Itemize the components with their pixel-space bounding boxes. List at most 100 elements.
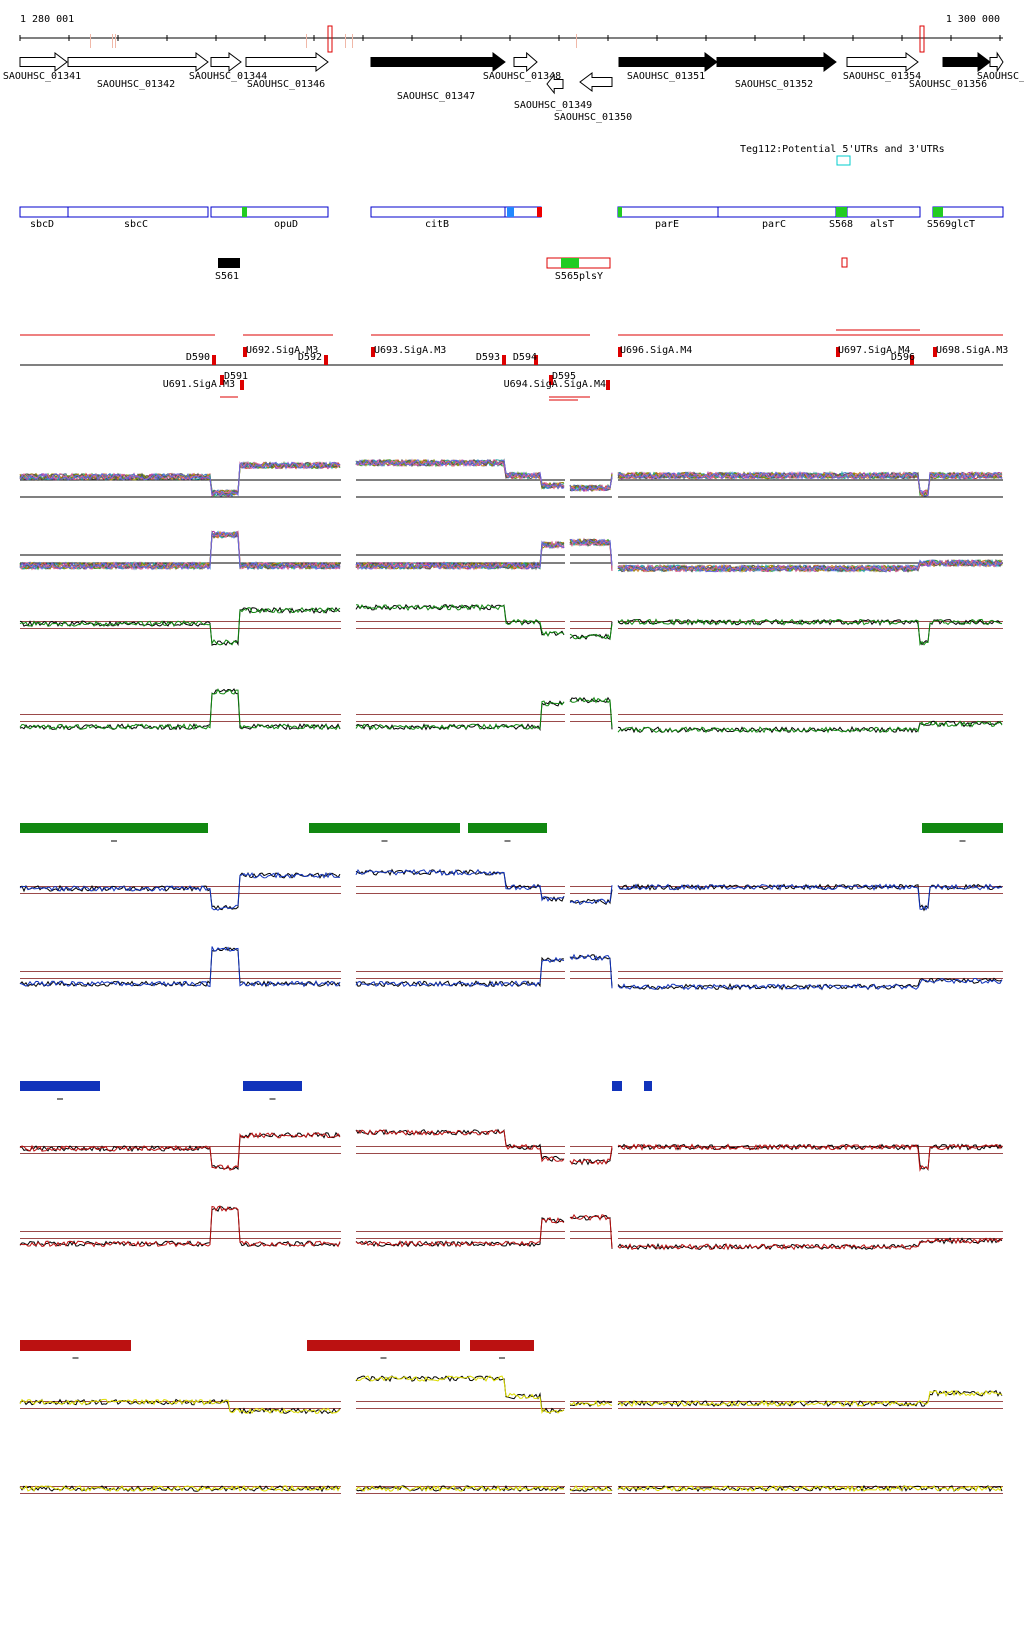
operon-label: S568: [829, 219, 853, 230]
expression-trace-black: [355, 700, 565, 732]
ruler-pale-mark: [115, 34, 116, 48]
red-segment-bar: [20, 1340, 131, 1351]
gene-label: SAOUHSC_013: [977, 71, 1024, 82]
expression-trace-color: [569, 953, 613, 989]
operon-marker: [836, 207, 847, 217]
gene-arrow: [579, 72, 613, 92]
tss-flag: [910, 355, 914, 365]
gene-label: SAOUHSC_01341: [3, 71, 81, 82]
expression-trace-black: [19, 606, 341, 646]
expression-trace-black: [19, 872, 341, 911]
ruler-start-label: 1 280 001: [20, 14, 74, 25]
tss-flag: [243, 347, 247, 357]
operon-label: sbcC: [124, 219, 148, 230]
green-segment-bar: [468, 823, 547, 833]
tss-label: D595: [552, 371, 576, 382]
expression-trace-color: [19, 1132, 341, 1171]
tss-label: U691.SigA.M3: [163, 379, 235, 390]
tss-label: U693.SigA.M3: [374, 345, 446, 356]
gene-arrow: [942, 52, 991, 72]
gene-arrow: [618, 52, 718, 72]
ruler-highlight-box: [327, 25, 333, 53]
expression-trace-color: [569, 1484, 613, 1492]
ruler-pale-mark: [112, 34, 113, 48]
expression-trace-color: [355, 603, 565, 637]
gene-label: SAOUHSC_01344: [189, 71, 267, 82]
expression-trace-black: [570, 1400, 613, 1407]
tss-label: U697.SigA.M4: [838, 345, 910, 356]
expression-trace-color: [19, 688, 341, 731]
tss-label: U696.SigA.M4: [620, 345, 692, 356]
expression-trace-color: [617, 883, 1003, 911]
tss-label: D596: [891, 352, 915, 363]
green-segment-bar: [20, 823, 208, 833]
gene-label: SAOUHSC_01352: [735, 79, 813, 90]
expression-trace-black: [569, 1215, 613, 1249]
tss-flag: [606, 380, 610, 390]
expression-trace-color: [569, 1146, 613, 1166]
expression-trace-black: [569, 621, 613, 640]
expression-trace-color: [19, 1484, 341, 1493]
operon-label: citB: [425, 219, 449, 230]
blue-segment-bar: [243, 1081, 302, 1091]
expression-trace-black: [569, 889, 613, 906]
operon-label: alsT: [870, 219, 894, 230]
gene-label: SAOUHSC_01342: [97, 79, 175, 90]
tss-flag: [240, 380, 244, 390]
expression-trace-color: [569, 1213, 613, 1249]
gene-arrow: [370, 52, 506, 72]
tss-flag: [502, 355, 506, 365]
expression-trace-color: [355, 1485, 565, 1493]
ruler-pale-mark: [576, 34, 577, 48]
expression-trace-black: [355, 1128, 565, 1162]
tss-label: D590: [186, 352, 210, 363]
operon-box: [210, 206, 244, 218]
gene-label: SAOUHSC_01350: [554, 112, 632, 123]
gene-label: SAOUHSC_01347: [397, 91, 475, 102]
operon-box: [242, 206, 329, 218]
expression-trace-black: [19, 946, 341, 988]
expression-trace-black: [569, 1148, 613, 1166]
tss-flag: [220, 375, 224, 385]
multi-sample-trace: [355, 540, 565, 571]
expression-trace-color: [617, 1484, 1003, 1493]
operon-label: sbcD: [30, 219, 54, 230]
tss-flag: [836, 347, 840, 357]
ruler-pale-mark: [352, 34, 353, 48]
srna-box-s561: [218, 258, 240, 268]
expression-trace-color: [19, 1398, 341, 1415]
expression-trace-black: [19, 1485, 341, 1493]
srna-green-fill: [561, 258, 579, 268]
blue-segment-bar: [612, 1081, 622, 1091]
expression-trace-black: [19, 1131, 341, 1171]
expression-trace-color: [617, 977, 1003, 991]
expression-trace-color: [355, 1217, 565, 1248]
expression-trace-black: [19, 1205, 341, 1248]
tss-label: D591: [224, 371, 248, 382]
expression-trace-color: [617, 1389, 1003, 1408]
expression-trace-color: [569, 623, 613, 641]
ruler-end-label: 1 300 000: [946, 14, 1000, 25]
expression-trace-black: [355, 603, 565, 637]
expression-trace-black: [569, 696, 613, 730]
operon-marker: [618, 207, 622, 217]
gene-label: SAOUHSC_01348: [483, 71, 561, 82]
tss-flag: [324, 355, 328, 365]
operon-marker: [242, 207, 247, 217]
tss-label: D592: [298, 352, 322, 363]
operon-box: [67, 206, 209, 218]
operon-marker: [507, 207, 514, 217]
operon-label: parE: [655, 219, 679, 230]
expression-trace-color: [355, 868, 565, 902]
gene-arrow: [716, 52, 837, 72]
gene-label: SAOUHSC_01356: [909, 79, 987, 90]
multi-sample-trace: [617, 559, 1003, 573]
expression-trace-black: [355, 1375, 565, 1414]
expression-trace-color: [19, 946, 341, 988]
expression-trace-black: [19, 688, 341, 731]
expression-trace-color: [355, 956, 565, 988]
operon-box: [370, 206, 506, 218]
ruler-pale-mark: [90, 34, 91, 48]
operon-box: [932, 206, 1004, 218]
